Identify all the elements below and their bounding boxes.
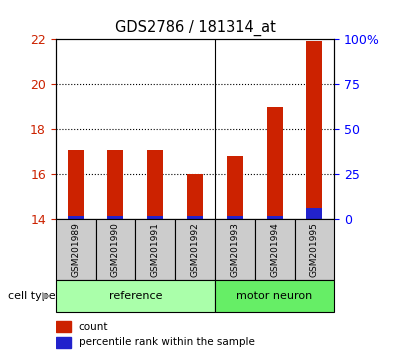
Bar [175,219,215,280]
Bar [56,280,215,312]
Text: GSM201989: GSM201989 [71,222,80,277]
Bar [135,219,175,280]
Bar [56,219,96,280]
Bar [306,208,322,219]
Bar [68,149,84,219]
Bar [56,337,72,348]
Text: GDS2786 / 181314_at: GDS2786 / 181314_at [115,19,275,36]
Bar [107,216,123,219]
Bar [227,156,243,219]
Bar [267,216,283,219]
Text: GSM201992: GSM201992 [191,222,199,277]
Bar [96,219,135,280]
Text: GSM201995: GSM201995 [310,222,319,277]
Bar [255,219,295,280]
Text: GSM201990: GSM201990 [111,222,120,277]
Bar [187,175,203,219]
Bar [56,321,72,332]
Bar [187,216,203,219]
Bar [215,219,255,280]
Text: motor neuron: motor neuron [236,291,313,301]
Text: GSM201993: GSM201993 [230,222,239,277]
Bar [147,216,163,219]
Bar [107,149,123,219]
Bar [295,219,334,280]
Text: reference: reference [109,291,162,301]
Bar [306,41,322,219]
Text: count: count [79,321,108,332]
Text: GSM201991: GSM201991 [151,222,160,277]
Bar [215,280,334,312]
Bar [68,216,84,219]
Text: cell type: cell type [8,291,56,301]
Bar [267,107,283,219]
Bar [227,216,243,219]
Text: ▶: ▶ [41,291,50,301]
Text: GSM201994: GSM201994 [270,222,279,277]
Bar [147,149,163,219]
Text: percentile rank within the sample: percentile rank within the sample [79,337,254,348]
